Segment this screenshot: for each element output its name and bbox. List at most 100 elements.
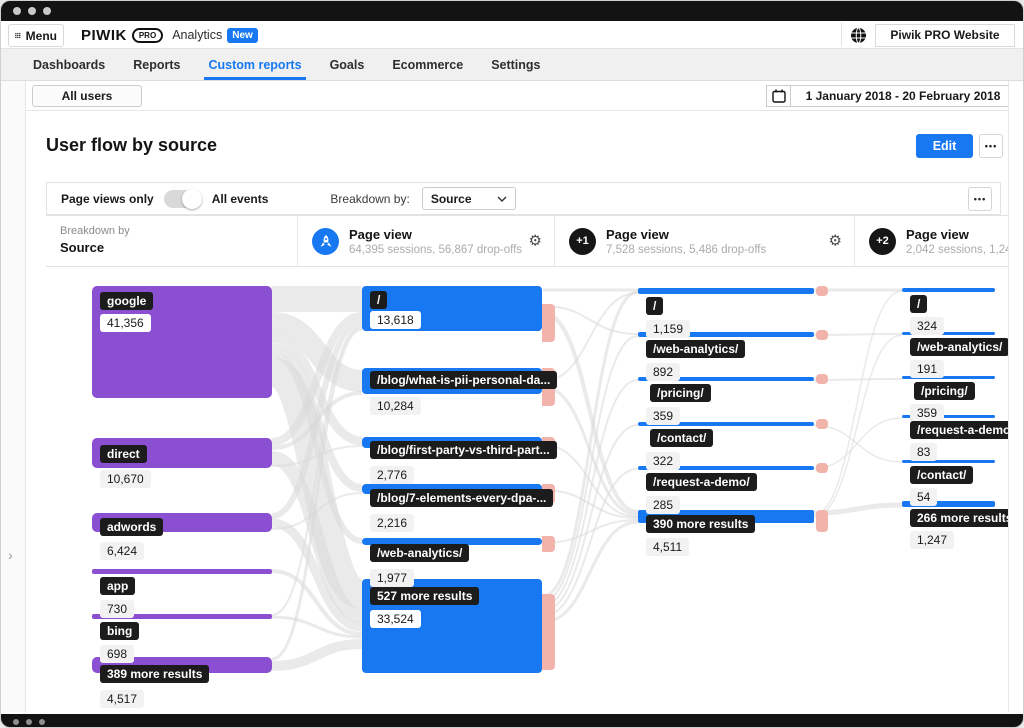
node-value: 1,977 (370, 569, 415, 587)
dropoff-indicator (542, 304, 555, 342)
website-selector-button[interactable]: Piwik PRO Website (875, 23, 1015, 47)
node-label: 390 more results (646, 515, 756, 533)
node-bar[interactable] (902, 288, 995, 292)
node-bar[interactable] (638, 377, 814, 381)
flow-ribbon-group (268, 286, 903, 671)
date-range-label: 1 January 2018 - 20 February 2018 (805, 89, 1001, 103)
node-value: 359 (646, 407, 681, 425)
toggle-left-label: Page views only (61, 191, 154, 206)
dropoff-indicator (816, 463, 828, 473)
node-value: 892 (646, 363, 681, 381)
chevron-down-icon (497, 196, 507, 202)
step2-settings-gear-icon[interactable]: ⚙ (828, 232, 842, 250)
node-label: direct (100, 445, 147, 463)
node-label: adwords (100, 518, 164, 536)
window-maximize-icon[interactable] (43, 7, 51, 15)
node-label: bing (100, 622, 140, 640)
node-value: 6,424 (100, 542, 145, 560)
dropoff-indicator (816, 419, 828, 429)
node-label: 527 more results (370, 587, 480, 605)
node-value: 4,517 (100, 690, 145, 708)
flow-column-headers: Breakdown by Source Page view 64,395 ses… (46, 215, 1008, 267)
node-label: / (910, 295, 928, 313)
node-value: 1,159 (646, 320, 691, 338)
node-label: /request-a-demo/ (910, 421, 1008, 439)
node-value: 730 (100, 600, 135, 618)
node-label: /blog/7-elements-every-dpa-... (370, 489, 554, 507)
node-label: /web-analytics/ (646, 340, 746, 358)
node-label: / (370, 291, 388, 309)
bottom-traffic-light-icons (13, 718, 45, 725)
date-range-button[interactable]: 1 January 2018 - 20 February 2018 (790, 85, 1008, 107)
dropoff-indicator (816, 286, 828, 296)
app-header: Menu PIWIK PRO Analytics New Piwik PRO W… (1, 21, 1023, 49)
window-titlebar (1, 1, 1023, 21)
expand-panel-chevron-icon[interactable]: › (8, 547, 13, 563)
node-label: /web-analytics/ (910, 338, 1008, 356)
tab-settings[interactable]: Settings (491, 57, 541, 72)
node-bar[interactable] (638, 422, 814, 426)
node-bar[interactable] (92, 569, 272, 574)
traffic-light-icons[interactable] (13, 7, 51, 15)
tab-custom-reports[interactable]: Custom reports (194, 49, 315, 80)
window-close-icon[interactable] (13, 7, 21, 15)
node-label: /blog/what-is-pii-personal-da... (370, 371, 558, 389)
node-bar[interactable] (902, 332, 995, 335)
bottom-dot-icon (39, 718, 45, 725)
node-value: 285 (646, 496, 681, 514)
node-value: 41,356 (100, 314, 151, 332)
node-bar[interactable] (362, 538, 542, 545)
calendar-button[interactable] (766, 85, 790, 107)
breakdown-by-sub: Breakdown by (60, 225, 130, 237)
node-value: 10,284 (370, 397, 421, 415)
step1-settings-gear-icon[interactable]: ⚙ (528, 232, 542, 250)
events-toggle[interactable] (163, 188, 202, 209)
step3-badge: +2 (869, 227, 896, 255)
calendar-icon (771, 89, 786, 103)
breakdown-select-value: Source (430, 191, 472, 206)
toggle-knob[interactable] (181, 188, 202, 209)
tab-dashboards[interactable]: Dashboards (33, 57, 106, 72)
node-bar[interactable] (902, 376, 995, 379)
breakdown-by-value: Source (60, 240, 105, 255)
node-label: app (100, 577, 136, 595)
all-users-filter-button[interactable]: All users (32, 85, 142, 107)
step3-title: Page view (906, 226, 969, 242)
main-nav: Dashboards Reports Custom reports Goals … (1, 49, 1023, 81)
tab-goals[interactable]: Goals (329, 57, 365, 72)
node-value: 359 (910, 404, 945, 422)
tab-reports[interactable]: Reports (133, 57, 181, 72)
node-bar[interactable] (902, 415, 995, 418)
user-flow-sankey: google 41,356 direct 10,670 adwords 6,42… (26, 267, 1008, 712)
node-bar[interactable] (902, 460, 995, 463)
window-minimize-icon[interactable] (28, 7, 36, 15)
node-bar[interactable] (638, 332, 814, 337)
node-label: /blog/first-party-vs-third-part... (370, 441, 557, 459)
node-value: 33,524 (370, 610, 421, 628)
page-title: User flow by source (46, 135, 218, 155)
dropoff-indicator (542, 536, 555, 552)
node-value: 2,776 (370, 466, 415, 484)
node-bar[interactable] (638, 466, 814, 470)
tab-ecommerce[interactable]: Ecommerce (392, 57, 464, 72)
menu-button[interactable]: Menu (8, 24, 64, 47)
column-header-step1: Page view 64,395 sessions, 56,867 drop-o… (298, 216, 555, 266)
main-content: All users 1 January 2018 - 20 February 2… (25, 81, 1009, 712)
rocket-icon (312, 227, 339, 255)
toolbar-more-button[interactable]: ••• (968, 187, 992, 211)
node-label: google (100, 292, 154, 310)
menu-button-label: Menu (25, 28, 57, 43)
report-more-button[interactable]: ••• (979, 134, 1003, 158)
breakdown-select[interactable]: Source (421, 187, 516, 210)
dropoff-indicator (816, 374, 828, 384)
site-selector-area: Piwik PRO Website (841, 23, 1015, 47)
edit-button[interactable]: Edit (916, 134, 973, 158)
node-bar[interactable] (638, 288, 814, 294)
node-label: / (646, 297, 664, 315)
node-bar[interactable] (92, 614, 272, 619)
node-label: 389 more results (100, 665, 210, 683)
bottom-dot-icon (26, 718, 32, 725)
node-bar[interactable] (902, 501, 995, 507)
toggle-right-label: All events (211, 191, 269, 206)
node-value: 2,216 (370, 514, 415, 532)
